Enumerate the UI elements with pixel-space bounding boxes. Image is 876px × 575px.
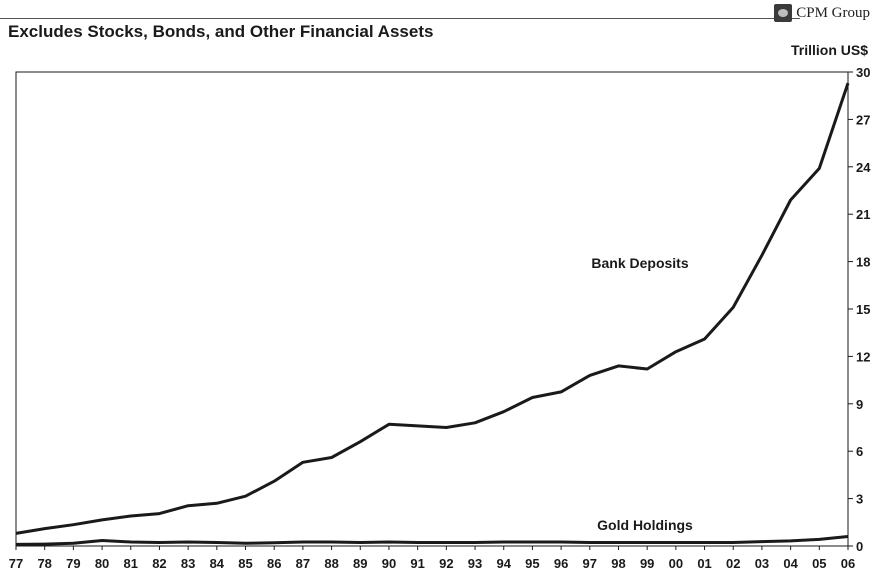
series-label-bank-deposits: Bank Deposits — [591, 255, 688, 271]
x-tick-label: 97 — [583, 556, 597, 571]
y-tick-label: 6 — [856, 444, 863, 459]
y-tick-label: 15 — [856, 302, 870, 317]
y-tick-label: 3 — [856, 492, 863, 507]
y-tick-label: 21 — [856, 207, 870, 222]
x-tick-label: 98 — [611, 556, 625, 571]
x-tick-label: 90 — [382, 556, 396, 571]
brand-name: CPM Group — [796, 4, 870, 21]
x-tick-label: 78 — [37, 556, 51, 571]
x-tick-label: 92 — [439, 556, 453, 571]
x-tick-label: 04 — [783, 556, 798, 571]
x-tick-label: 77 — [9, 556, 23, 571]
x-tick-label: 00 — [669, 556, 683, 571]
x-tick-label: 80 — [95, 556, 109, 571]
x-tick-label: 79 — [66, 556, 80, 571]
y-tick-label: 0 — [856, 539, 863, 554]
y-tick-label: 9 — [856, 397, 863, 412]
x-tick-label: 99 — [640, 556, 654, 571]
x-tick-label: 03 — [755, 556, 769, 571]
y-tick-label: 27 — [856, 112, 870, 127]
x-tick-label: 86 — [267, 556, 281, 571]
series-layer: Bank Deposits Gold Holdings — [15, 82, 850, 546]
x-tick-label: 85 — [238, 556, 252, 571]
x-tick-label: 93 — [468, 556, 482, 571]
y-tick-label: 24 — [856, 160, 871, 175]
y-axis: 0 3 6 9 12 15 18 21 24 27 30 — [848, 65, 871, 554]
x-tick-label: 94 — [496, 556, 511, 571]
series-line-gold-holdings — [15, 535, 849, 546]
x-tick-label: 82 — [152, 556, 166, 571]
x-tick-label: 84 — [210, 556, 225, 571]
y-tick-label: 30 — [856, 65, 870, 80]
plot-frame — [15, 71, 849, 547]
x-tick-label: 02 — [726, 556, 740, 571]
series-line-bank-deposits — [15, 82, 850, 535]
x-tick-label: 81 — [124, 556, 138, 571]
x-tick-label: 95 — [525, 556, 539, 571]
header-rule — [0, 18, 800, 19]
y-tick-label: 12 — [856, 349, 870, 364]
x-tick-label: 91 — [410, 556, 424, 571]
x-tick-label: 01 — [697, 556, 711, 571]
x-axis: 77 78 79 80 81 82 83 84 85 86 87 88 89 90 91 92 93 94 95 96… — [9, 546, 855, 571]
series-label-gold-holdings: Gold Holdings — [597, 517, 693, 533]
x-tick-label: 87 — [296, 556, 310, 571]
x-tick-label: 96 — [554, 556, 568, 571]
brand-logo: CPM Group — [774, 4, 870, 22]
x-tick-label: 88 — [324, 556, 338, 571]
chart-title: Excludes Stocks, Bonds, and Other Financ… — [8, 22, 434, 41]
x-tick-label: 89 — [353, 556, 367, 571]
y-axis-unit-label: Trillion US$ — [790, 42, 868, 58]
x-tick-label: 83 — [181, 556, 195, 571]
x-tick-label: 06 — [841, 556, 855, 571]
cpm-logo-icon — [774, 4, 793, 22]
x-tick-label: 05 — [812, 556, 826, 571]
y-tick-label: 18 — [856, 255, 870, 270]
